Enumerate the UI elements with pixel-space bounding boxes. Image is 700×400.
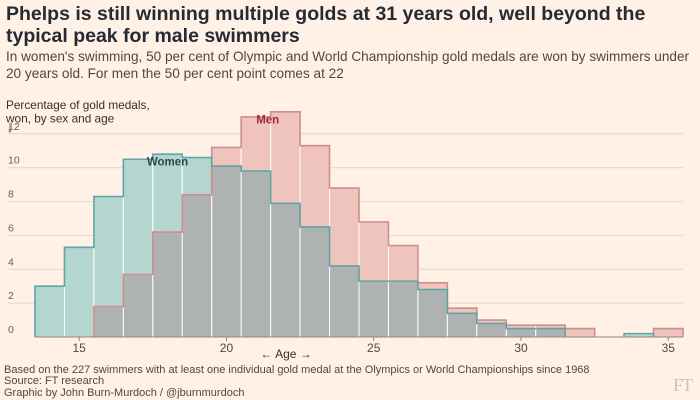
overlap-bar — [476, 322, 507, 338]
footer-note: Based on the 227 swimmers with at least … — [4, 364, 590, 376]
overlap-bar — [358, 280, 389, 338]
women-series-label: Women — [147, 157, 188, 169]
y-axis-arrow: ↓ — [7, 121, 13, 135]
y-tick-label: 2 — [8, 290, 14, 302]
overlap-bar — [299, 226, 331, 338]
overlap-bar — [505, 328, 537, 338]
x-tick-label: 35 — [662, 341, 676, 355]
overlap-bar — [181, 194, 213, 338]
overlap-bar — [211, 165, 242, 338]
overlap-bar — [122, 273, 154, 338]
women-bar — [34, 285, 65, 338]
chart-title: Phelps is still winning multiple golds a… — [6, 3, 646, 47]
overlap-bar — [387, 280, 419, 338]
x-tick-label: 15 — [73, 341, 87, 355]
overlap-bar — [93, 306, 124, 338]
x-tick-label: 25 — [367, 341, 381, 355]
men-bar — [653, 328, 684, 338]
x-tick-label: 20 — [220, 341, 234, 355]
x-axis: 15 20 25 30 35 — [73, 337, 676, 355]
men-bar — [564, 328, 596, 338]
y-tick-label: 8 — [8, 189, 14, 201]
men-series-label: Men — [256, 115, 279, 127]
y-tick-label: 12 — [8, 121, 20, 133]
y-tick-label: 0 — [8, 324, 14, 336]
overlap-bar — [270, 202, 301, 338]
chart-subtitle: In women's swimming, 50 per cent of Olym… — [6, 49, 690, 81]
men-outline — [93, 111, 684, 337]
women-outline — [34, 153, 655, 337]
y-tick-label: 4 — [8, 256, 14, 268]
y-tick-label: 6 — [8, 222, 14, 234]
footer-source: Source: FT research — [4, 375, 105, 388]
overlap-bar — [417, 289, 448, 338]
overlap-bar — [240, 170, 272, 338]
x-tick-label: 30 — [514, 341, 528, 355]
y-tick-label: 10 — [8, 155, 20, 167]
overlap-bar — [152, 231, 183, 338]
footer: Based on the 227 swimmers with at least … — [4, 364, 674, 399]
women-bar — [63, 246, 95, 338]
x-axis-label: ← Age → — [260, 347, 311, 361]
footer-credit: Graphic by John Burn-Murdoch / @jburnmur… — [4, 386, 245, 399]
overlap-bar — [329, 265, 360, 338]
overlap-bar — [535, 328, 566, 338]
overlap-bars — [93, 165, 566, 338]
overlap-bar — [446, 312, 478, 338]
y-axis-label: Percentage of gold medals, won, by sex an… — [5, 98, 150, 126]
ft-logo: FT — [672, 375, 693, 395]
